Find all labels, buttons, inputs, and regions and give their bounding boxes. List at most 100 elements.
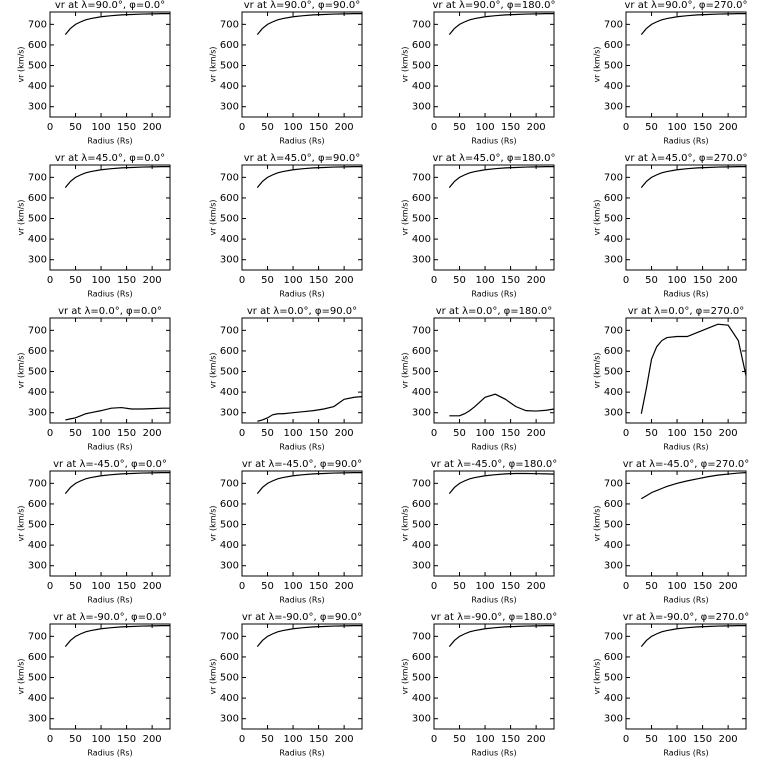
plot-frame [433, 317, 555, 424]
y-tick-label: 300 [604, 255, 623, 266]
y-axis-label: vr (km/s) [17, 658, 26, 694]
x-tick-label: 50 [453, 428, 466, 439]
x-tick-label: 50 [453, 581, 466, 592]
x-tick-label: 50 [645, 275, 658, 286]
x-tick-label: 50 [453, 275, 466, 286]
plot-frame [241, 470, 363, 577]
y-tick-label: 700 [604, 325, 623, 336]
x-tick-label: 150 [117, 581, 136, 592]
y-tick-label: 500 [412, 214, 431, 225]
y-tick-label: 600 [220, 346, 239, 357]
x-tick-label: 150 [693, 275, 712, 286]
x-tick-label: 50 [261, 581, 274, 592]
x-tick-label: 200 [527, 428, 546, 439]
x-tick-label: 0 [623, 734, 629, 745]
y-tick-label: 600 [604, 346, 623, 357]
y-tick-label: 400 [412, 540, 431, 551]
chart-title: vr at λ=90.0°, φ=270.0° [625, 0, 748, 11]
x-tick-label: 0 [431, 275, 437, 286]
data-line [448, 166, 554, 189]
x-tick-label: 100 [668, 275, 687, 286]
chart-title: vr at λ=0.0°, φ=270.0° [628, 306, 745, 317]
y-tick-label: 400 [604, 387, 623, 398]
y-tick-label: 700 [412, 325, 431, 336]
x-tick-label: 0 [431, 734, 437, 745]
x-tick-label: 50 [69, 275, 82, 286]
y-tick-label: 600 [604, 40, 623, 51]
x-axis-label: Radius (Rs) [87, 443, 132, 452]
y-tick-label: 500 [28, 367, 47, 378]
y-tick-label: 600 [220, 193, 239, 204]
data-line [641, 472, 747, 500]
y-tick-label: 400 [28, 234, 47, 245]
y-tick-label: 700 [412, 631, 431, 642]
y-tick-label: 400 [220, 693, 239, 704]
chart-title: vr at λ=0.0°, φ=180.0° [436, 306, 553, 317]
y-tick-label: 700 [220, 325, 239, 336]
y-tick-label: 400 [412, 693, 431, 704]
y-tick-label: 300 [220, 561, 239, 572]
x-axis-label: Radius (Rs) [471, 443, 516, 452]
data-line [64, 13, 170, 36]
x-axis-label: Radius (Rs) [663, 137, 708, 146]
x-tick-label: 100 [284, 122, 303, 133]
y-tick-label: 500 [28, 214, 47, 225]
y-tick-label: 700 [28, 631, 47, 642]
y-tick-label: 300 [28, 714, 47, 725]
x-tick-label: 150 [309, 428, 328, 439]
y-tick-label: 400 [412, 387, 431, 398]
y-tick-label: 300 [220, 714, 239, 725]
x-axis-label: Radius (Rs) [471, 137, 516, 146]
y-tick-label: 500 [220, 214, 239, 225]
plot-frame [241, 164, 363, 271]
y-axis-label: vr (km/s) [209, 658, 218, 694]
y-tick-label: 700 [220, 172, 239, 183]
y-tick-label: 500 [412, 367, 431, 378]
x-tick-label: 150 [117, 275, 136, 286]
y-tick-label: 600 [412, 40, 431, 51]
x-tick-label: 50 [69, 122, 82, 133]
data-line [64, 166, 170, 189]
plot-frame [625, 11, 747, 118]
y-tick-label: 600 [220, 652, 239, 663]
x-tick-label: 200 [143, 275, 162, 286]
y-tick-label: 400 [28, 693, 47, 704]
y-tick-label: 400 [220, 540, 239, 551]
chart-title: vr at λ=90.0°, φ=180.0° [433, 0, 556, 11]
x-axis-label: Radius (Rs) [279, 290, 324, 299]
y-tick-label: 600 [412, 346, 431, 357]
x-tick-label: 100 [284, 275, 303, 286]
x-tick-label: 0 [47, 122, 53, 133]
y-tick-label: 500 [220, 61, 239, 72]
y-tick-label: 400 [604, 540, 623, 551]
y-tick-label: 600 [220, 40, 239, 51]
y-tick-label: 500 [604, 61, 623, 72]
y-tick-label: 700 [28, 478, 47, 489]
data-line [65, 406, 170, 421]
y-tick-label: 700 [604, 19, 623, 30]
x-tick-label: 100 [668, 581, 687, 592]
data-line [64, 625, 170, 648]
x-tick-label: 150 [693, 428, 712, 439]
x-axis-label: Radius (Rs) [87, 290, 132, 299]
y-tick-label: 700 [412, 172, 431, 183]
y-tick-label: 300 [220, 255, 239, 266]
y-axis-label: vr (km/s) [17, 199, 26, 235]
y-tick-label: 500 [604, 673, 623, 684]
data-line [449, 393, 555, 417]
y-axis-label: vr (km/s) [209, 199, 218, 235]
chart-title: vr at λ=-45.0°, φ=90.0° [242, 459, 362, 470]
plot-frame [433, 164, 555, 271]
x-tick-label: 150 [501, 122, 520, 133]
x-tick-label: 100 [476, 581, 495, 592]
y-tick-label: 600 [604, 499, 623, 510]
x-tick-label: 100 [668, 428, 687, 439]
data-line [256, 166, 362, 189]
y-tick-label: 700 [604, 478, 623, 489]
y-tick-label: 300 [28, 561, 47, 572]
y-tick-label: 600 [604, 193, 623, 204]
x-tick-label: 0 [239, 275, 245, 286]
x-tick-label: 200 [719, 428, 738, 439]
x-tick-label: 200 [143, 581, 162, 592]
